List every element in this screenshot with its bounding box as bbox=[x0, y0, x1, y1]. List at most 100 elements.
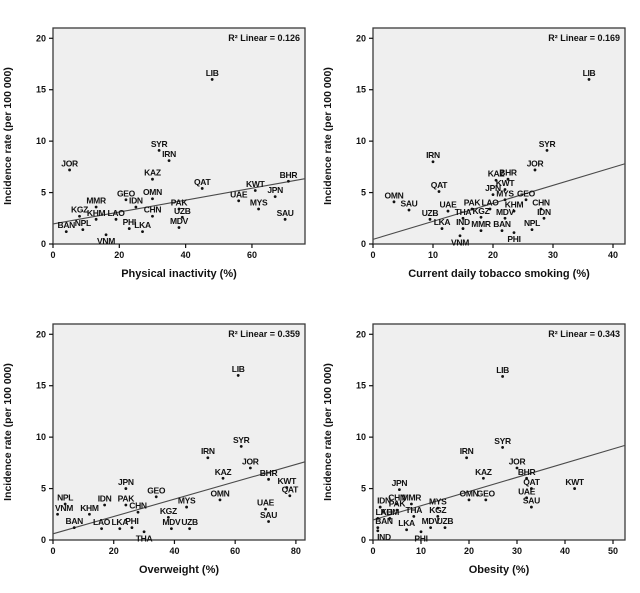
data-point bbox=[436, 506, 440, 510]
x-tick-label: 0 bbox=[370, 250, 375, 260]
country-label: SAU bbox=[277, 208, 294, 218]
data-point bbox=[64, 230, 68, 234]
country-label: SYR bbox=[233, 435, 250, 445]
country-label: SAU bbox=[523, 496, 540, 506]
country-label: OMN bbox=[385, 190, 404, 200]
y-tick-label: 10 bbox=[356, 136, 366, 146]
data-point bbox=[419, 530, 423, 534]
data-point bbox=[573, 487, 576, 490]
r-squared-label: R² Linear = 0.343 bbox=[548, 329, 620, 339]
r-squared-label: R² Linear = 0.359 bbox=[228, 329, 300, 339]
country-label: JOR bbox=[242, 457, 259, 467]
data-point bbox=[440, 227, 444, 230]
country-label: LAO bbox=[93, 517, 111, 527]
data-point bbox=[81, 228, 85, 232]
country-label: PHI bbox=[414, 533, 427, 543]
data-point bbox=[68, 168, 71, 172]
country-label: PAK bbox=[464, 198, 482, 208]
country-label: BAN bbox=[375, 516, 393, 526]
data-point bbox=[512, 209, 516, 213]
data-point bbox=[482, 476, 485, 480]
data-point bbox=[218, 498, 222, 502]
country-label: KHM bbox=[505, 200, 524, 210]
country-label: MMR bbox=[402, 493, 422, 503]
country-label: QAT bbox=[523, 477, 541, 487]
data-point bbox=[114, 217, 118, 221]
data-point bbox=[376, 517, 380, 520]
data-point bbox=[392, 200, 396, 204]
data-point bbox=[436, 514, 440, 518]
country-label: MYS bbox=[496, 188, 514, 198]
country-label: PAK bbox=[389, 499, 407, 509]
data-point bbox=[542, 216, 546, 220]
country-label: MDV bbox=[170, 216, 189, 226]
data-point bbox=[200, 187, 204, 190]
scatter-plot-overweight: 0 20 40 60 80 0 5 10 15 20 Overweight (%) Incidence… bbox=[2, 323, 306, 576]
data-point bbox=[239, 445, 243, 448]
data-point bbox=[177, 226, 181, 229]
data-point bbox=[484, 498, 488, 502]
country-label: OMN bbox=[143, 187, 162, 197]
country-label: THA bbox=[406, 505, 423, 515]
y-tick-label: 5 bbox=[361, 484, 366, 494]
country-label: LKA bbox=[434, 217, 451, 227]
x-tick-label: 40 bbox=[608, 250, 618, 260]
data-point bbox=[479, 229, 483, 233]
x-axis-title: Current daily tobacco smoking (%) bbox=[408, 268, 590, 280]
country-label: JOR bbox=[527, 158, 544, 168]
data-point bbox=[185, 505, 188, 509]
x-axis-title: Obesity (%) bbox=[469, 564, 530, 576]
data-point bbox=[488, 207, 492, 211]
country-label: UAE bbox=[257, 498, 275, 508]
data-point bbox=[100, 527, 103, 531]
country-label: KGZ bbox=[429, 505, 446, 515]
x-tick-label: 30 bbox=[512, 546, 522, 556]
x-tick-label: 10 bbox=[428, 250, 438, 260]
country-label: UZB bbox=[181, 517, 198, 527]
country-label: GEO bbox=[117, 188, 136, 198]
country-label: JOR bbox=[61, 158, 78, 168]
country-label: IDN bbox=[129, 195, 143, 205]
country-label: PHI bbox=[123, 217, 136, 227]
country-label: LAO bbox=[107, 208, 125, 218]
data-point bbox=[118, 527, 122, 531]
data-point bbox=[248, 466, 252, 470]
country-label: MYS bbox=[429, 497, 447, 507]
data-point bbox=[177, 207, 181, 211]
chart-cell-physical-inactivity: 0 20 40 60 0 5 10 15 20 Physical inactivity (%) In… bbox=[0, 0, 320, 296]
country-label: IRN bbox=[460, 446, 474, 456]
x-tick-label: 10 bbox=[416, 546, 426, 556]
country-label: MYS bbox=[250, 198, 268, 208]
y-tick-label: 0 bbox=[361, 535, 366, 545]
data-point bbox=[236, 374, 240, 377]
country-label: KGZ bbox=[71, 205, 88, 215]
data-point bbox=[134, 205, 138, 209]
x-tick-label: 60 bbox=[247, 250, 257, 260]
country-label: KAZ bbox=[144, 168, 161, 178]
country-label: SYR bbox=[539, 139, 556, 149]
data-point bbox=[267, 520, 270, 523]
data-point bbox=[253, 189, 257, 192]
r-squared-label: R² Linear = 0.169 bbox=[548, 33, 620, 43]
y-tick-label: 10 bbox=[36, 432, 46, 442]
data-point bbox=[533, 168, 537, 172]
data-point bbox=[188, 527, 192, 531]
x-tick-label: 40 bbox=[181, 250, 191, 260]
chart-cell-tobacco-smoking: 0 10 20 30 40 0 5 10 15 20 Current daily tobacco s… bbox=[320, 0, 640, 296]
data-point bbox=[512, 231, 516, 235]
country-label: OMN bbox=[211, 488, 230, 498]
data-point bbox=[63, 502, 67, 506]
country-label: GEO bbox=[147, 485, 166, 495]
y-tick-label: 15 bbox=[356, 85, 366, 95]
data-point bbox=[388, 517, 392, 520]
country-label: BHR bbox=[260, 468, 278, 478]
y-tick-label: 20 bbox=[356, 33, 366, 43]
data-point bbox=[136, 510, 140, 514]
country-label: LIB bbox=[232, 364, 245, 374]
x-tick-label: 60 bbox=[230, 546, 240, 556]
data-point bbox=[88, 512, 91, 516]
data-point bbox=[410, 502, 413, 506]
x-tick-label: 30 bbox=[548, 250, 558, 260]
country-label: PHI bbox=[125, 516, 138, 526]
